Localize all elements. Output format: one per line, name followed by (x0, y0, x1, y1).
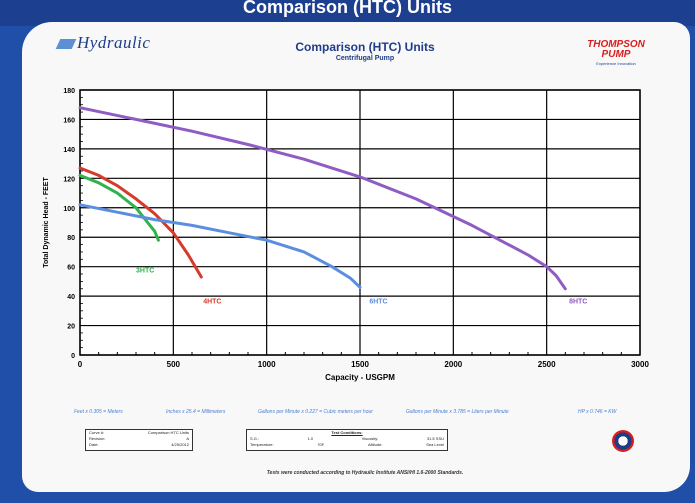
series-label-3htc: 3HTC (136, 268, 154, 275)
test-conditions-heading: Test Conditions: (331, 430, 363, 435)
test-value: 70F (317, 442, 325, 447)
y-tick-label: 80 (67, 235, 75, 242)
info-row: Date: 4/25/2012 (86, 442, 192, 448)
conversion-note: Feet x 0.305 = Meters (74, 409, 123, 415)
logo-tagline: Experience Innovation (596, 61, 636, 66)
hydraulic-logo: Hydraulic (55, 33, 151, 53)
x-axis-label: Capacity - USGPM (325, 373, 395, 382)
curve-info-box: Curve #: Comparison HTC Units Revision: A … (85, 429, 193, 451)
test-value: 31.5 SSU (426, 436, 444, 441)
info-key: Curve #: (89, 430, 105, 435)
x-tick-label: 1500 (351, 360, 369, 369)
y-tick-label: 0 (71, 353, 75, 360)
y-tick-label: 120 (63, 176, 75, 183)
test-key: Altitude: (367, 442, 383, 447)
series-line-6htc (78, 203, 362, 289)
y-tick-label: 160 (63, 117, 75, 124)
test-row: Temperature: 70F Altitude: Sea Level (247, 442, 447, 448)
footer-note: Tests were conducted according to Hydrau… (266, 470, 464, 476)
series-label-8htc: 8HTC (569, 298, 587, 305)
x-tick-label: 500 (167, 360, 181, 369)
hydraulic-institute-seal-icon (612, 430, 634, 452)
series-label-4htc: 4HTC (203, 298, 221, 305)
y-axis-label: Total Dynamic Head - FEET (43, 177, 50, 268)
banner-title: Comparison (HTC) Units (0, 0, 695, 26)
series-label-6htc: 6HTC (369, 298, 387, 305)
info-row: Curve #: Comparison HTC Units (86, 430, 192, 436)
test-key: Viscosity: (361, 436, 379, 441)
conversion-note: Gallons per Minute x 3.785 = Liters per … (406, 409, 509, 415)
y-tick-label: 20 (67, 324, 75, 331)
test-conditions-box: Test Conditions: S.G.: 1.0 Viscosity: 31.5… (246, 429, 448, 451)
info-row: Revision: A (86, 436, 192, 442)
y-tick-label: 140 (63, 147, 75, 154)
conversion-note: Gallons per Minute x 0.227 = Cubic meter… (258, 409, 373, 415)
series-line-3htc (78, 173, 160, 242)
test-row: S.G.: 1.0 Viscosity: 31.5 SSU (247, 436, 447, 442)
test-value: Sea Level (426, 442, 444, 447)
y-tick-label: 60 (67, 265, 75, 272)
series-line-4htc (78, 166, 203, 279)
logo-line-2: PUMP (601, 49, 631, 60)
x-tick-label: 1000 (258, 360, 276, 369)
info-value: A (186, 436, 189, 441)
test-key: S.G.: (250, 436, 260, 441)
x-tick-label: 2000 (444, 360, 462, 369)
x-tick-label: 3000 (631, 360, 649, 369)
chart-subtitle: Centrifugal Pump (335, 55, 395, 62)
y-tick-label: 100 (63, 206, 75, 213)
test-value: 1.0 (307, 436, 314, 441)
conversion-note: Inches x 25.4 = Millimeters (166, 409, 226, 415)
info-key: Revision: (89, 436, 106, 441)
info-value: Comparison HTC Units (147, 430, 189, 435)
info-value: 4/25/2012 (171, 442, 189, 447)
x-tick-label: 2500 (538, 360, 556, 369)
test-key: Temperature: (250, 442, 274, 447)
series-line-8htc (78, 106, 567, 291)
thompson-pump-logo: THOMPSON PUMP Experience Innovation (586, 39, 646, 67)
x-tick-label: 0 (78, 360, 83, 369)
info-key: Date: (89, 442, 99, 447)
chart-title: Comparison (HTC) Units (295, 40, 435, 54)
logo-line-1: THOMPSON (587, 39, 645, 50)
y-tick-label: 180 (63, 88, 75, 95)
conversion-note: HP x 0.746 = KW (578, 409, 617, 415)
y-tick-label: 40 (67, 294, 75, 301)
hydraulic-logo-text: Hydraulic (77, 33, 151, 52)
